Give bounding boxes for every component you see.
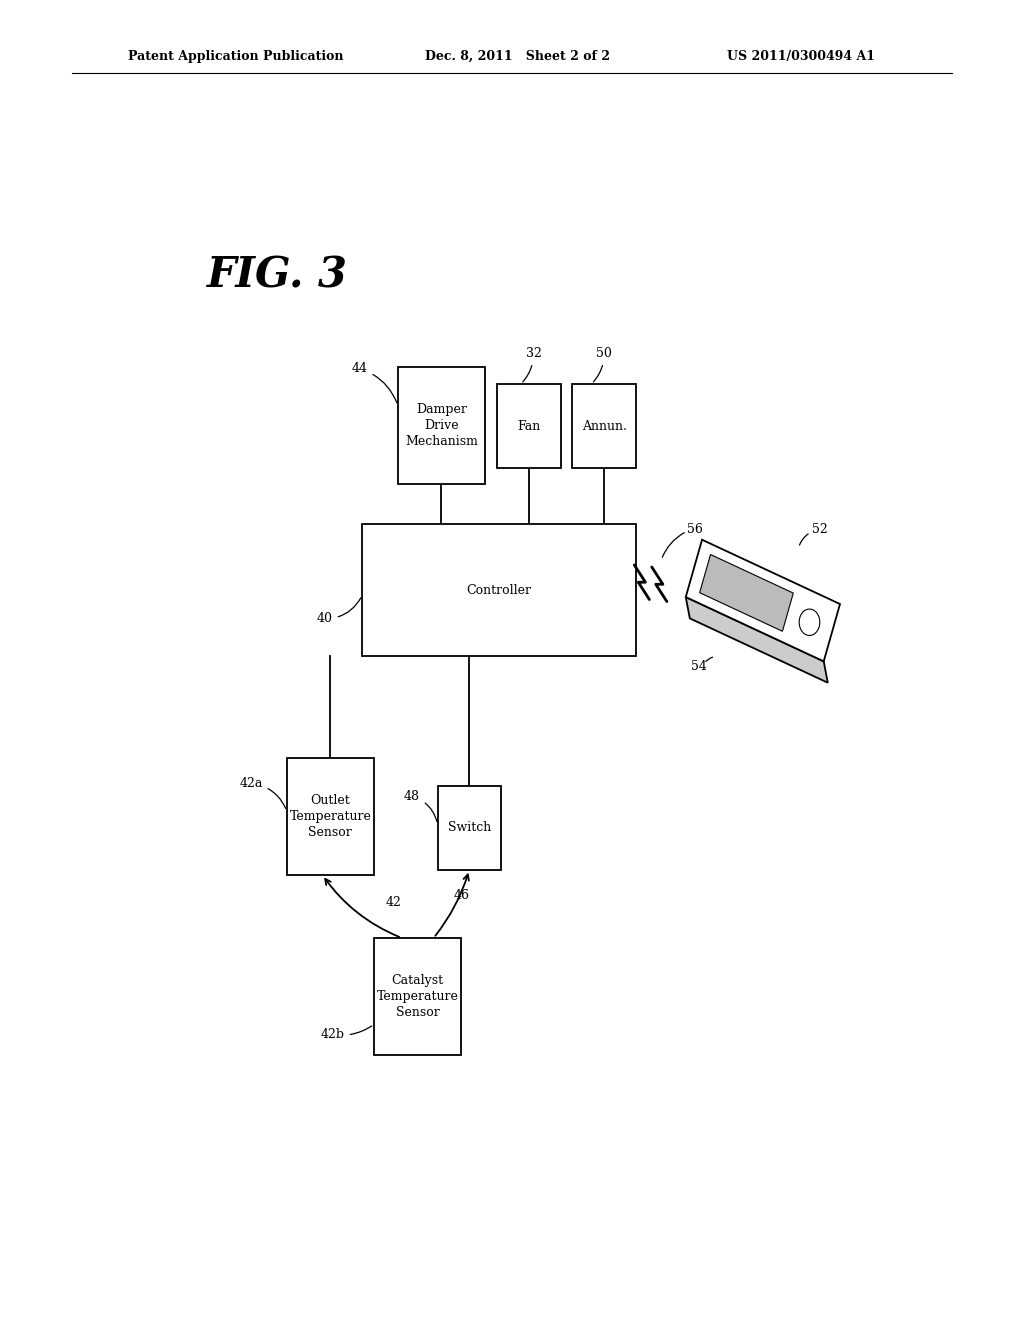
FancyBboxPatch shape — [497, 384, 560, 469]
Text: Dec. 8, 2011   Sheet 2 of 2: Dec. 8, 2011 Sheet 2 of 2 — [425, 50, 610, 63]
Text: Annun.: Annun. — [582, 420, 627, 433]
Text: 50: 50 — [593, 347, 612, 381]
Text: 42b: 42b — [321, 1026, 372, 1041]
FancyBboxPatch shape — [287, 758, 374, 875]
Text: 46: 46 — [454, 888, 469, 902]
Text: 52: 52 — [812, 523, 827, 536]
Text: Catalyst
Temperature
Sensor: Catalyst Temperature Sensor — [377, 974, 459, 1019]
Circle shape — [799, 609, 820, 635]
Text: Fan: Fan — [517, 420, 541, 433]
Text: 44: 44 — [351, 362, 397, 403]
FancyBboxPatch shape — [699, 554, 794, 631]
Text: Outlet
Temperature
Sensor: Outlet Temperature Sensor — [290, 795, 372, 840]
Text: Controller: Controller — [467, 583, 531, 597]
FancyBboxPatch shape — [362, 524, 636, 656]
Text: 40: 40 — [316, 598, 360, 626]
FancyBboxPatch shape — [686, 540, 840, 661]
Text: FIG. 3: FIG. 3 — [207, 255, 348, 297]
Text: 48: 48 — [404, 791, 437, 821]
FancyBboxPatch shape — [572, 384, 636, 469]
Text: 56: 56 — [687, 523, 703, 536]
Polygon shape — [686, 597, 827, 682]
FancyBboxPatch shape — [437, 785, 501, 870]
Text: 32: 32 — [522, 347, 542, 381]
FancyBboxPatch shape — [397, 367, 485, 483]
Text: 42a: 42a — [240, 777, 286, 808]
Text: Patent Application Publication: Patent Application Publication — [128, 50, 343, 63]
Text: Damper
Drive
Mechanism: Damper Drive Mechanism — [406, 403, 478, 447]
Text: 42: 42 — [386, 896, 401, 909]
FancyBboxPatch shape — [374, 939, 461, 1055]
Text: 54: 54 — [691, 660, 708, 673]
Text: US 2011/0300494 A1: US 2011/0300494 A1 — [727, 50, 876, 63]
Text: Switch: Switch — [447, 821, 490, 834]
